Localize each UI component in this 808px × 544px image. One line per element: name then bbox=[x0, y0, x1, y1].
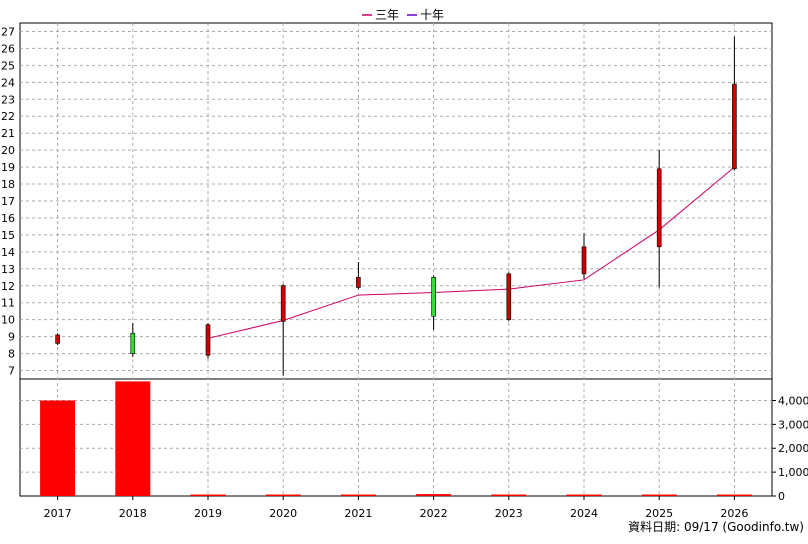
price-tick-label: 27 bbox=[1, 25, 15, 38]
moving-average-lines bbox=[207, 166, 735, 339]
x-tick-label: 2025 bbox=[645, 507, 673, 520]
volume-bar bbox=[40, 400, 76, 496]
volume-bar bbox=[265, 494, 301, 496]
x-tick-label: 2020 bbox=[269, 507, 297, 520]
price-tick-label: 19 bbox=[1, 161, 15, 174]
price-tick-label: 20 bbox=[1, 144, 15, 157]
x-tick-label: 2018 bbox=[119, 507, 147, 520]
price-tick-label: 22 bbox=[1, 110, 15, 123]
x-tick-label: 2026 bbox=[720, 507, 748, 520]
price-tick-label: 16 bbox=[1, 212, 15, 225]
price-tick-label: 18 bbox=[1, 178, 15, 191]
candle-body bbox=[130, 332, 136, 354]
legend-label-three-year: 三年 bbox=[375, 8, 399, 22]
price-tick-label: 9 bbox=[8, 331, 15, 344]
price-tick-label: 26 bbox=[1, 42, 15, 55]
candle-body bbox=[205, 324, 211, 356]
price-tick-label: 14 bbox=[1, 246, 15, 259]
price-tick-label: 23 bbox=[1, 93, 15, 106]
candle-body bbox=[356, 276, 361, 288]
candle-body bbox=[732, 83, 737, 170]
price-tick-label: 7 bbox=[8, 365, 15, 378]
candle-body bbox=[55, 334, 60, 344]
volume-bar bbox=[566, 494, 602, 496]
volume-bar bbox=[115, 381, 151, 496]
x-tick-label: 2022 bbox=[420, 507, 448, 520]
x-axis: 2017 2018 2019 2020 2021 2022 2023 2024 2025 2026 bbox=[44, 496, 748, 520]
volume-axis: 0 1,000 2,000 3,000 4,000 bbox=[772, 394, 808, 503]
chart-legend: 三年 十年 bbox=[362, 8, 444, 22]
volume-panel-frame bbox=[19, 378, 773, 497]
candle-body bbox=[506, 273, 512, 320]
volume-tick-label: 0 bbox=[778, 490, 785, 503]
volume-tick-label: 2,000 bbox=[778, 442, 808, 455]
candle-body bbox=[581, 246, 587, 275]
x-tick-label: 2021 bbox=[344, 507, 372, 520]
price-tick-label: 15 bbox=[1, 229, 15, 242]
volume-tick-label: 3,000 bbox=[778, 418, 808, 431]
price-tick-label: 10 bbox=[1, 314, 15, 327]
x-tick-label: 2017 bbox=[44, 507, 72, 520]
legend-label-ten-year: 十年 bbox=[420, 8, 444, 22]
price-tick-label: 11 bbox=[1, 297, 15, 310]
candlesticks bbox=[55, 36, 737, 376]
candle-body bbox=[280, 285, 286, 322]
candle-body bbox=[656, 168, 662, 248]
data-date-footer: 資料日期: 09/17 (Goodinfo.tw) bbox=[628, 520, 804, 534]
x-tick-label: 2024 bbox=[570, 507, 598, 520]
x-tick-label: 2023 bbox=[495, 507, 523, 520]
price-tick-label: 13 bbox=[1, 263, 15, 276]
price-axis: 7 8 9 10 11 12 13 14 15 16 17 18 19 20 21 22 23 24 25 26 27 bbox=[1, 25, 15, 377]
volume-bar bbox=[416, 494, 452, 496]
candle-body bbox=[431, 276, 436, 317]
price-tick-label: 25 bbox=[1, 59, 15, 72]
volume-bar bbox=[716, 494, 752, 496]
volume-bar bbox=[340, 494, 376, 496]
average-line-three-year bbox=[207, 166, 735, 339]
volume-tick-label: 1,000 bbox=[778, 466, 808, 479]
price-tick-label: 17 bbox=[1, 195, 15, 208]
price-tick-label: 8 bbox=[8, 348, 15, 361]
price-tick-label: 24 bbox=[1, 76, 15, 89]
x-tick-label: 2019 bbox=[194, 507, 222, 520]
volume-bar bbox=[491, 494, 527, 496]
price-tick-label: 21 bbox=[1, 127, 15, 140]
price-tick-label: 12 bbox=[1, 280, 15, 293]
volume-bars bbox=[40, 381, 752, 496]
volume-bar bbox=[641, 494, 677, 496]
volume-tick-label: 4,000 bbox=[778, 394, 808, 407]
volume-bar bbox=[190, 494, 226, 496]
